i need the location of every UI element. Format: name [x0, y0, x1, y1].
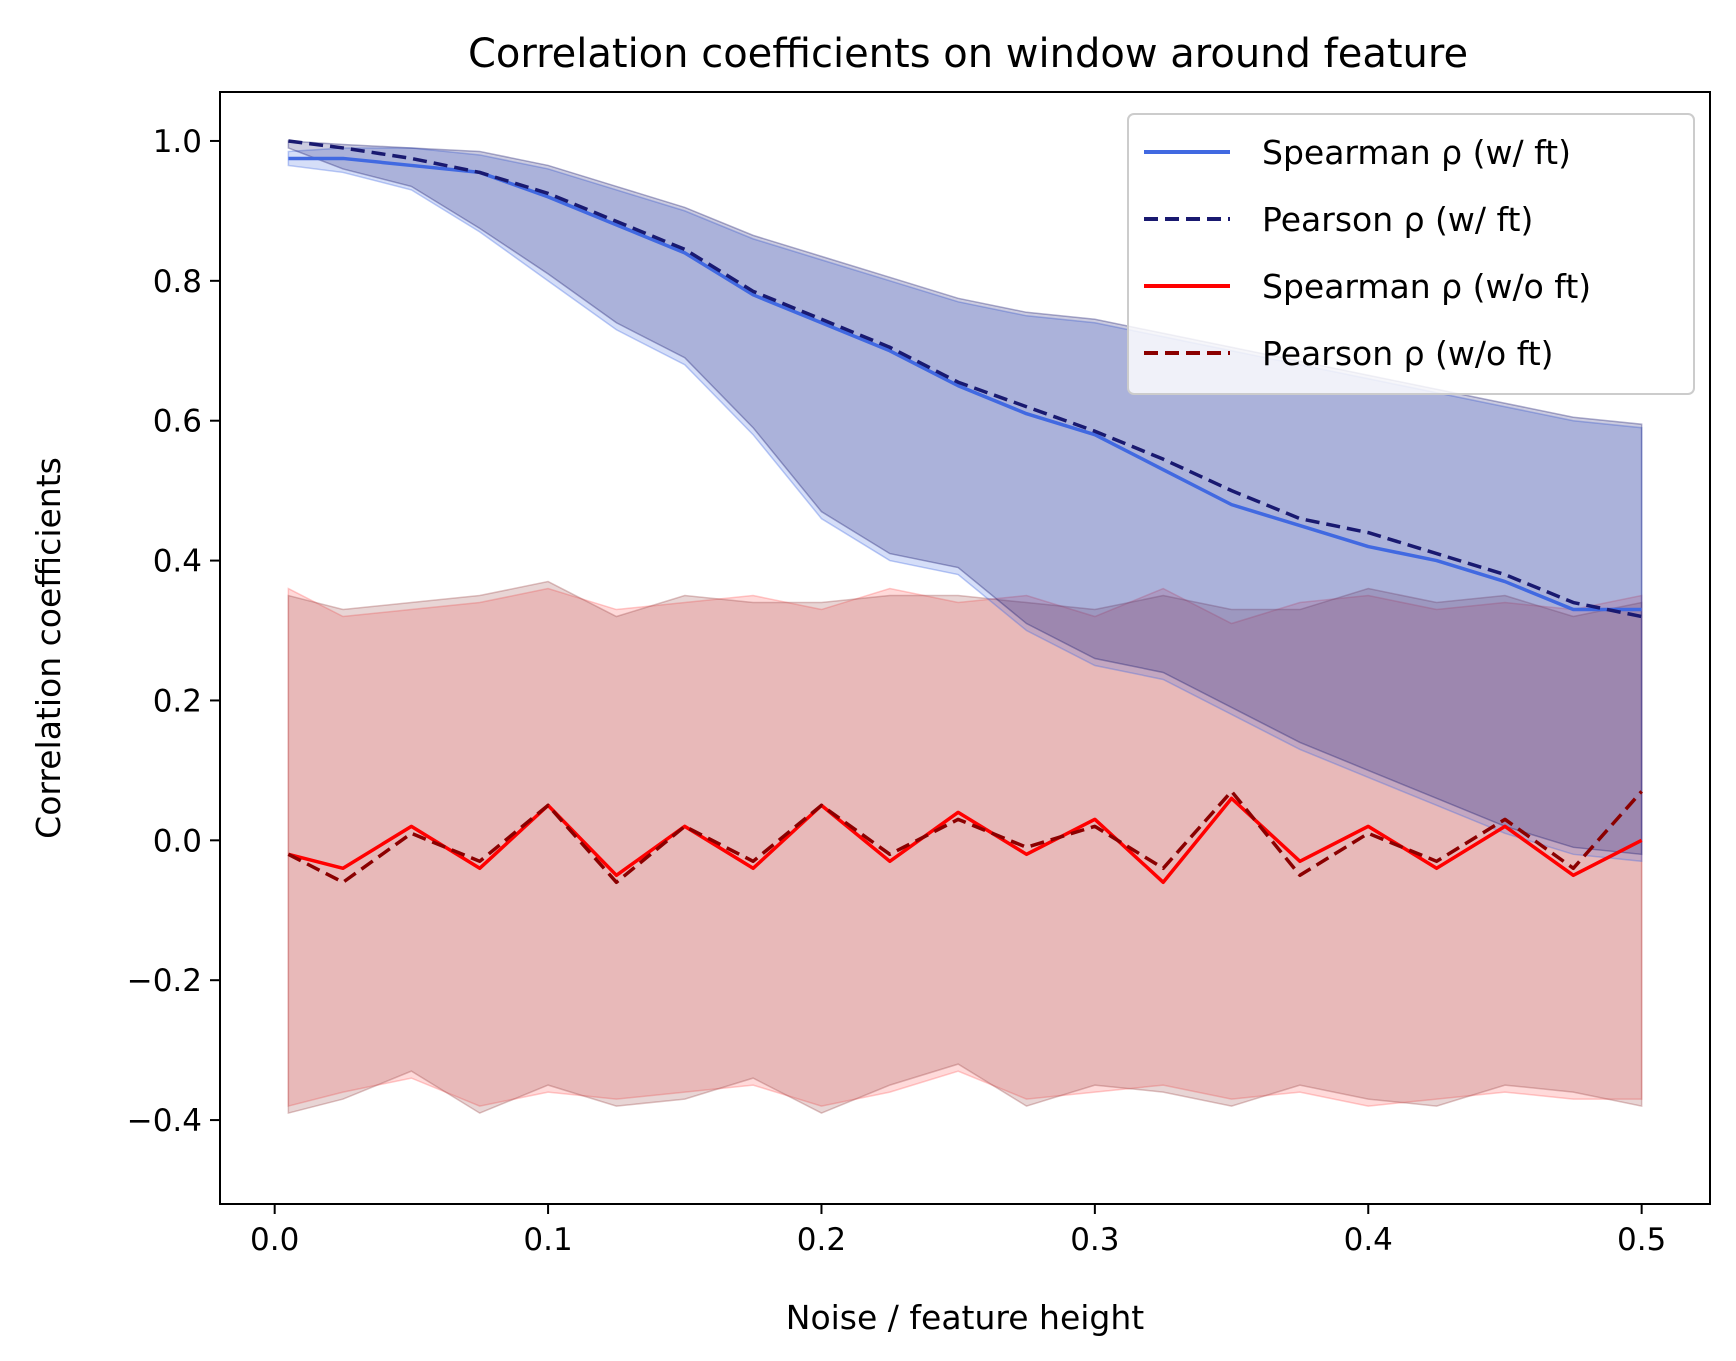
legend-label-spearman-w-o-ft: Spearman ρ (w/o ft) [1262, 267, 1591, 306]
band-spearman-w-ft [287, 147, 1643, 863]
legend-entries: Spearman ρ (w/ ft) Pearson ρ (w/ ft) Spear… [1144, 133, 1591, 373]
band-pearson-w-o-ft [287, 580, 1643, 1115]
x-tick-label: 0.0 [250, 1222, 299, 1258]
band-pearson-w-ft [287, 140, 1643, 856]
x-tick-label: 0.5 [1617, 1222, 1666, 1258]
y-tick-label: 0.0 [153, 823, 202, 859]
x-tick-label: 0.1 [523, 1222, 572, 1258]
x-tick-label: 0.3 [1070, 1222, 1119, 1258]
plot-area [219, 91, 1711, 1205]
y-tick-label: 0.6 [153, 404, 202, 440]
legend-label-spearman-w-ft: Spearman ρ (w/ ft) [1262, 133, 1571, 172]
band-spearman-w-o-ft [287, 587, 1643, 1108]
chart-title: Correlation coefficients on window aroun… [468, 31, 1468, 77]
x-axis: 0.0 0.1 0.2 0.3 0.4 0.5 [250, 1204, 1666, 1258]
x-axis-title: Noise / feature height [786, 1298, 1145, 1337]
legend-label-pearson-w-ft: Pearson ρ (w/ ft) [1262, 200, 1533, 239]
series-lines [287, 139, 1643, 885]
confidence-bands [287, 140, 1643, 1115]
line-pearson-w-o-ft [287, 789, 1643, 885]
y-axis: −0.4 −0.2 0.0 0.2 0.4 0.6 0.8 1.0 [127, 124, 220, 1139]
x-tick-label: 0.2 [797, 1222, 846, 1258]
line-spearman-w-o-ft [287, 796, 1643, 885]
y-tick-label: 1.0 [153, 124, 202, 160]
y-tick-label: −0.4 [127, 1103, 202, 1139]
plot-frame [219, 91, 1711, 1205]
legend-label-pearson-w-o-ft: Pearson ρ (w/o ft) [1262, 334, 1554, 373]
y-axis-title: Correlation coefficients [29, 457, 68, 839]
legend-box [1127, 113, 1695, 395]
y-tick-label: 0.4 [153, 544, 202, 580]
y-tick-label: −0.2 [127, 963, 202, 999]
y-tick-label: 0.2 [153, 683, 202, 719]
legend: Spearman ρ (w/ ft) Pearson ρ (w/ ft) Spear… [1127, 113, 1695, 395]
y-tick-label: 0.8 [153, 264, 202, 300]
x-tick-label: 0.4 [1344, 1222, 1393, 1258]
line-pearson-w-ft [288, 139, 1643, 619]
